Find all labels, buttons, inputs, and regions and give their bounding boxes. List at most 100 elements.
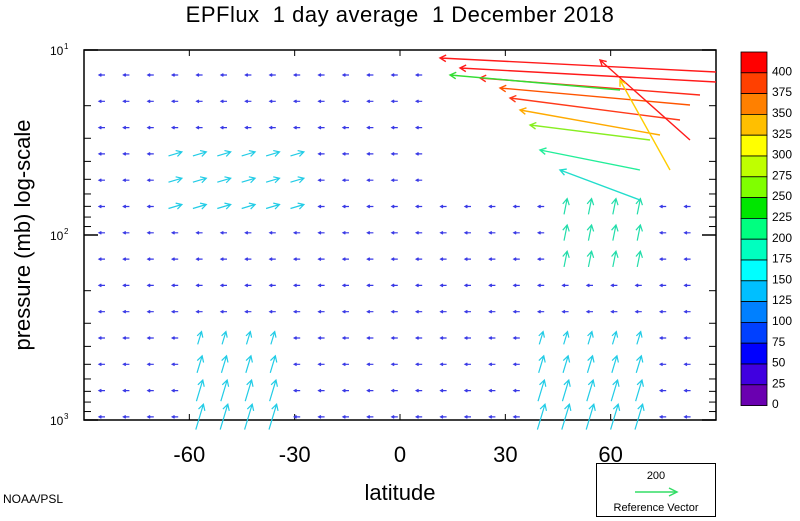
flux-arrow xyxy=(341,257,349,261)
flux-arrow xyxy=(317,362,325,367)
colorbar-label: 250 xyxy=(772,189,792,203)
flux-arrow xyxy=(170,99,179,104)
flux-arrow xyxy=(220,354,229,373)
flux-arrow xyxy=(390,230,398,235)
flux-arrow xyxy=(390,336,398,340)
flux-arrow xyxy=(611,330,619,345)
flux-arrow xyxy=(341,99,349,104)
flux-arrow xyxy=(488,283,496,288)
flux-arrow xyxy=(341,362,349,367)
flux-arrow xyxy=(122,152,130,156)
flux-arrow xyxy=(528,121,651,141)
flux-arrow xyxy=(146,99,154,104)
flux-arrow xyxy=(458,64,717,83)
flux-arrow xyxy=(561,378,571,402)
flux-arrow xyxy=(414,99,423,104)
colorbar-label: 350 xyxy=(772,106,792,120)
flux-arrow xyxy=(683,388,691,393)
flux-arrow xyxy=(562,354,571,373)
flux-arrow xyxy=(683,283,691,288)
flux-arrow xyxy=(611,354,619,373)
flux-arrow xyxy=(195,230,203,235)
flux-arrow xyxy=(658,230,667,235)
y-tick-label: 10 xyxy=(50,414,64,428)
flux-arrow xyxy=(170,388,179,393)
flux-arrow xyxy=(390,178,398,183)
flux-arrow xyxy=(317,257,325,261)
colorbar-swatch xyxy=(740,176,768,199)
flux-arrow xyxy=(414,152,423,156)
chart-title: EPFlux 1 day average 1 December 2018 xyxy=(185,2,615,27)
flux-arrow xyxy=(683,415,691,419)
flux-arrow xyxy=(317,152,325,156)
flux-arrow xyxy=(390,99,398,104)
colorbar-label: 25 xyxy=(772,376,786,390)
flux-arrow xyxy=(683,230,691,235)
flux-arrow xyxy=(241,149,257,157)
flux-arrow xyxy=(170,257,179,261)
flux-arrow xyxy=(658,415,667,419)
flux-arrow xyxy=(587,330,594,345)
colorbar-swatch xyxy=(740,301,768,323)
flux-arrow xyxy=(585,403,596,430)
flux-arrow xyxy=(390,152,398,156)
flux-arrow xyxy=(317,283,325,288)
flux-arrow xyxy=(244,378,254,402)
flux-arrow xyxy=(97,257,105,261)
colorbar-label: 200 xyxy=(772,231,792,245)
source-credit: NOAA/PSL xyxy=(3,492,64,506)
flux-arrow xyxy=(192,176,208,184)
flux-arrow xyxy=(610,309,618,314)
flux-arrow xyxy=(366,362,374,367)
flux-arrow xyxy=(217,149,232,157)
colorbar-swatch xyxy=(740,72,768,95)
flux-arrow xyxy=(366,178,374,183)
reference-vector-box: 200 Reference Vector xyxy=(596,463,716,517)
flux-arrow xyxy=(122,415,130,419)
flux-arrow xyxy=(217,202,232,210)
flux-arrow xyxy=(658,362,667,367)
flux-arrow xyxy=(683,336,691,340)
flux-arrow xyxy=(635,378,644,402)
flux-arrow xyxy=(219,257,227,261)
colorbar-label: 375 xyxy=(772,85,792,99)
flux-arrow xyxy=(683,309,691,314)
flux-arrow xyxy=(518,107,661,136)
flux-arrow xyxy=(366,73,374,77)
flux-arrow xyxy=(635,197,644,215)
flux-arrow xyxy=(122,336,130,340)
flux-arrow xyxy=(122,309,130,314)
flux-arrow xyxy=(170,336,179,340)
flux-arrow xyxy=(290,176,306,184)
flux-arrow xyxy=(512,257,520,261)
colorbar-label: 225 xyxy=(772,210,792,224)
flux-arrow xyxy=(146,125,154,130)
flux-arrow xyxy=(317,178,325,183)
flux-arrow xyxy=(292,388,301,393)
flux-arrow xyxy=(366,336,374,340)
flux-arrow xyxy=(634,403,645,430)
flux-arrow xyxy=(341,230,349,235)
y-tick-exponent: 1 xyxy=(64,42,69,51)
flux-arrow xyxy=(611,223,619,241)
flux-arrow xyxy=(195,99,203,104)
flux-arrow xyxy=(146,415,154,419)
flux-arrow xyxy=(414,125,423,130)
flux-arrow xyxy=(366,204,374,209)
flux-arrow xyxy=(244,99,252,104)
flux-arrow xyxy=(463,204,471,209)
flux-arrow xyxy=(341,388,349,393)
colorbar-swatch xyxy=(740,155,768,178)
flux-arrow xyxy=(97,336,105,340)
flux-arrow xyxy=(219,99,227,104)
flux-arrow xyxy=(585,283,593,288)
flux-arrow xyxy=(268,230,276,235)
flux-arrow xyxy=(317,125,325,130)
flux-arrow xyxy=(219,125,227,130)
colorbar-label: 50 xyxy=(772,356,786,370)
flux-arrow xyxy=(192,149,208,157)
y-tick-label: 10 xyxy=(50,229,64,243)
colorbar-swatch xyxy=(740,342,768,365)
x-tick-label: 30 xyxy=(493,442,517,467)
flux-arrow xyxy=(196,330,204,345)
